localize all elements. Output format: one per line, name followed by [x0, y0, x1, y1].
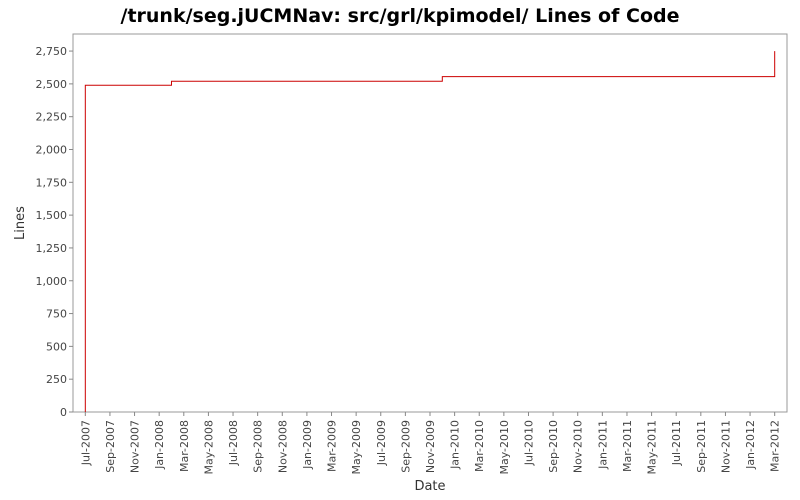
x-tick-label: Nov-2007	[129, 420, 142, 473]
y-tick-label: 500	[46, 340, 67, 353]
x-tick-label: Mar-2008	[178, 420, 191, 472]
x-tick-label: Nov-2011	[719, 420, 732, 473]
x-tick-label: Jul-2007	[79, 420, 92, 466]
x-tick-label: Mar-2010	[473, 420, 486, 472]
y-axis-label: Lines	[13, 206, 28, 240]
y-tick-label: 2,250	[36, 111, 68, 124]
x-tick-label: Sep-2007	[104, 420, 117, 473]
x-tick-label: Nov-2009	[424, 420, 437, 473]
x-tick-label: Jan-2008	[153, 420, 166, 470]
y-tick-label: 1,250	[36, 242, 68, 255]
data-line	[84, 51, 776, 412]
x-tick-label: May-2008	[202, 420, 215, 475]
x-tick-label: Jul-2011	[670, 420, 683, 466]
plot-area	[72, 33, 788, 413]
x-tick-label: Mar-2009	[326, 420, 339, 472]
x-tick-label: May-2009	[350, 420, 363, 475]
x-tick-label: Jul-2010	[522, 420, 535, 466]
x-tick-label: Jan-2010	[449, 420, 462, 470]
x-tick-label: Sep-2011	[695, 420, 708, 473]
y-tick-label: 1,750	[36, 176, 68, 189]
x-tick-label: May-2011	[646, 420, 659, 475]
x-tick-label: Jan-2012	[744, 420, 757, 470]
x-tick-label: Jul-2008	[227, 420, 240, 466]
y-tick-label: 0	[60, 406, 67, 419]
y-tick-label: 1,500	[36, 209, 68, 222]
x-axis-label: Date	[414, 479, 445, 494]
y-tick-label: 2,750	[36, 45, 68, 58]
x-tick-label: Sep-2008	[252, 420, 265, 473]
x-tick-label: Sep-2010	[547, 420, 560, 473]
x-tick-label: Jan-2009	[301, 420, 314, 470]
y-tick-label: 2,000	[36, 144, 68, 157]
x-tick-label: Sep-2009	[399, 420, 412, 473]
y-tick-label: 1,000	[36, 275, 68, 288]
x-tick-label: Nov-2008	[276, 420, 289, 473]
x-tick-label: Jul-2009	[375, 420, 388, 466]
chart-title: /trunk/seg.jUCMNav: src/grl/kpimodel/ Li…	[121, 5, 680, 27]
y-tick-label: 250	[46, 373, 67, 386]
x-tick-label: May-2010	[498, 420, 511, 475]
x-tick-label: Mar-2012	[769, 420, 782, 472]
x-tick-label: Jan-2011	[596, 420, 609, 470]
y-tick-label: 750	[46, 308, 67, 321]
x-tick-label: Nov-2010	[572, 420, 585, 473]
y-tick-label: 2,500	[36, 78, 68, 91]
x-tick-label: Mar-2011	[621, 420, 634, 472]
